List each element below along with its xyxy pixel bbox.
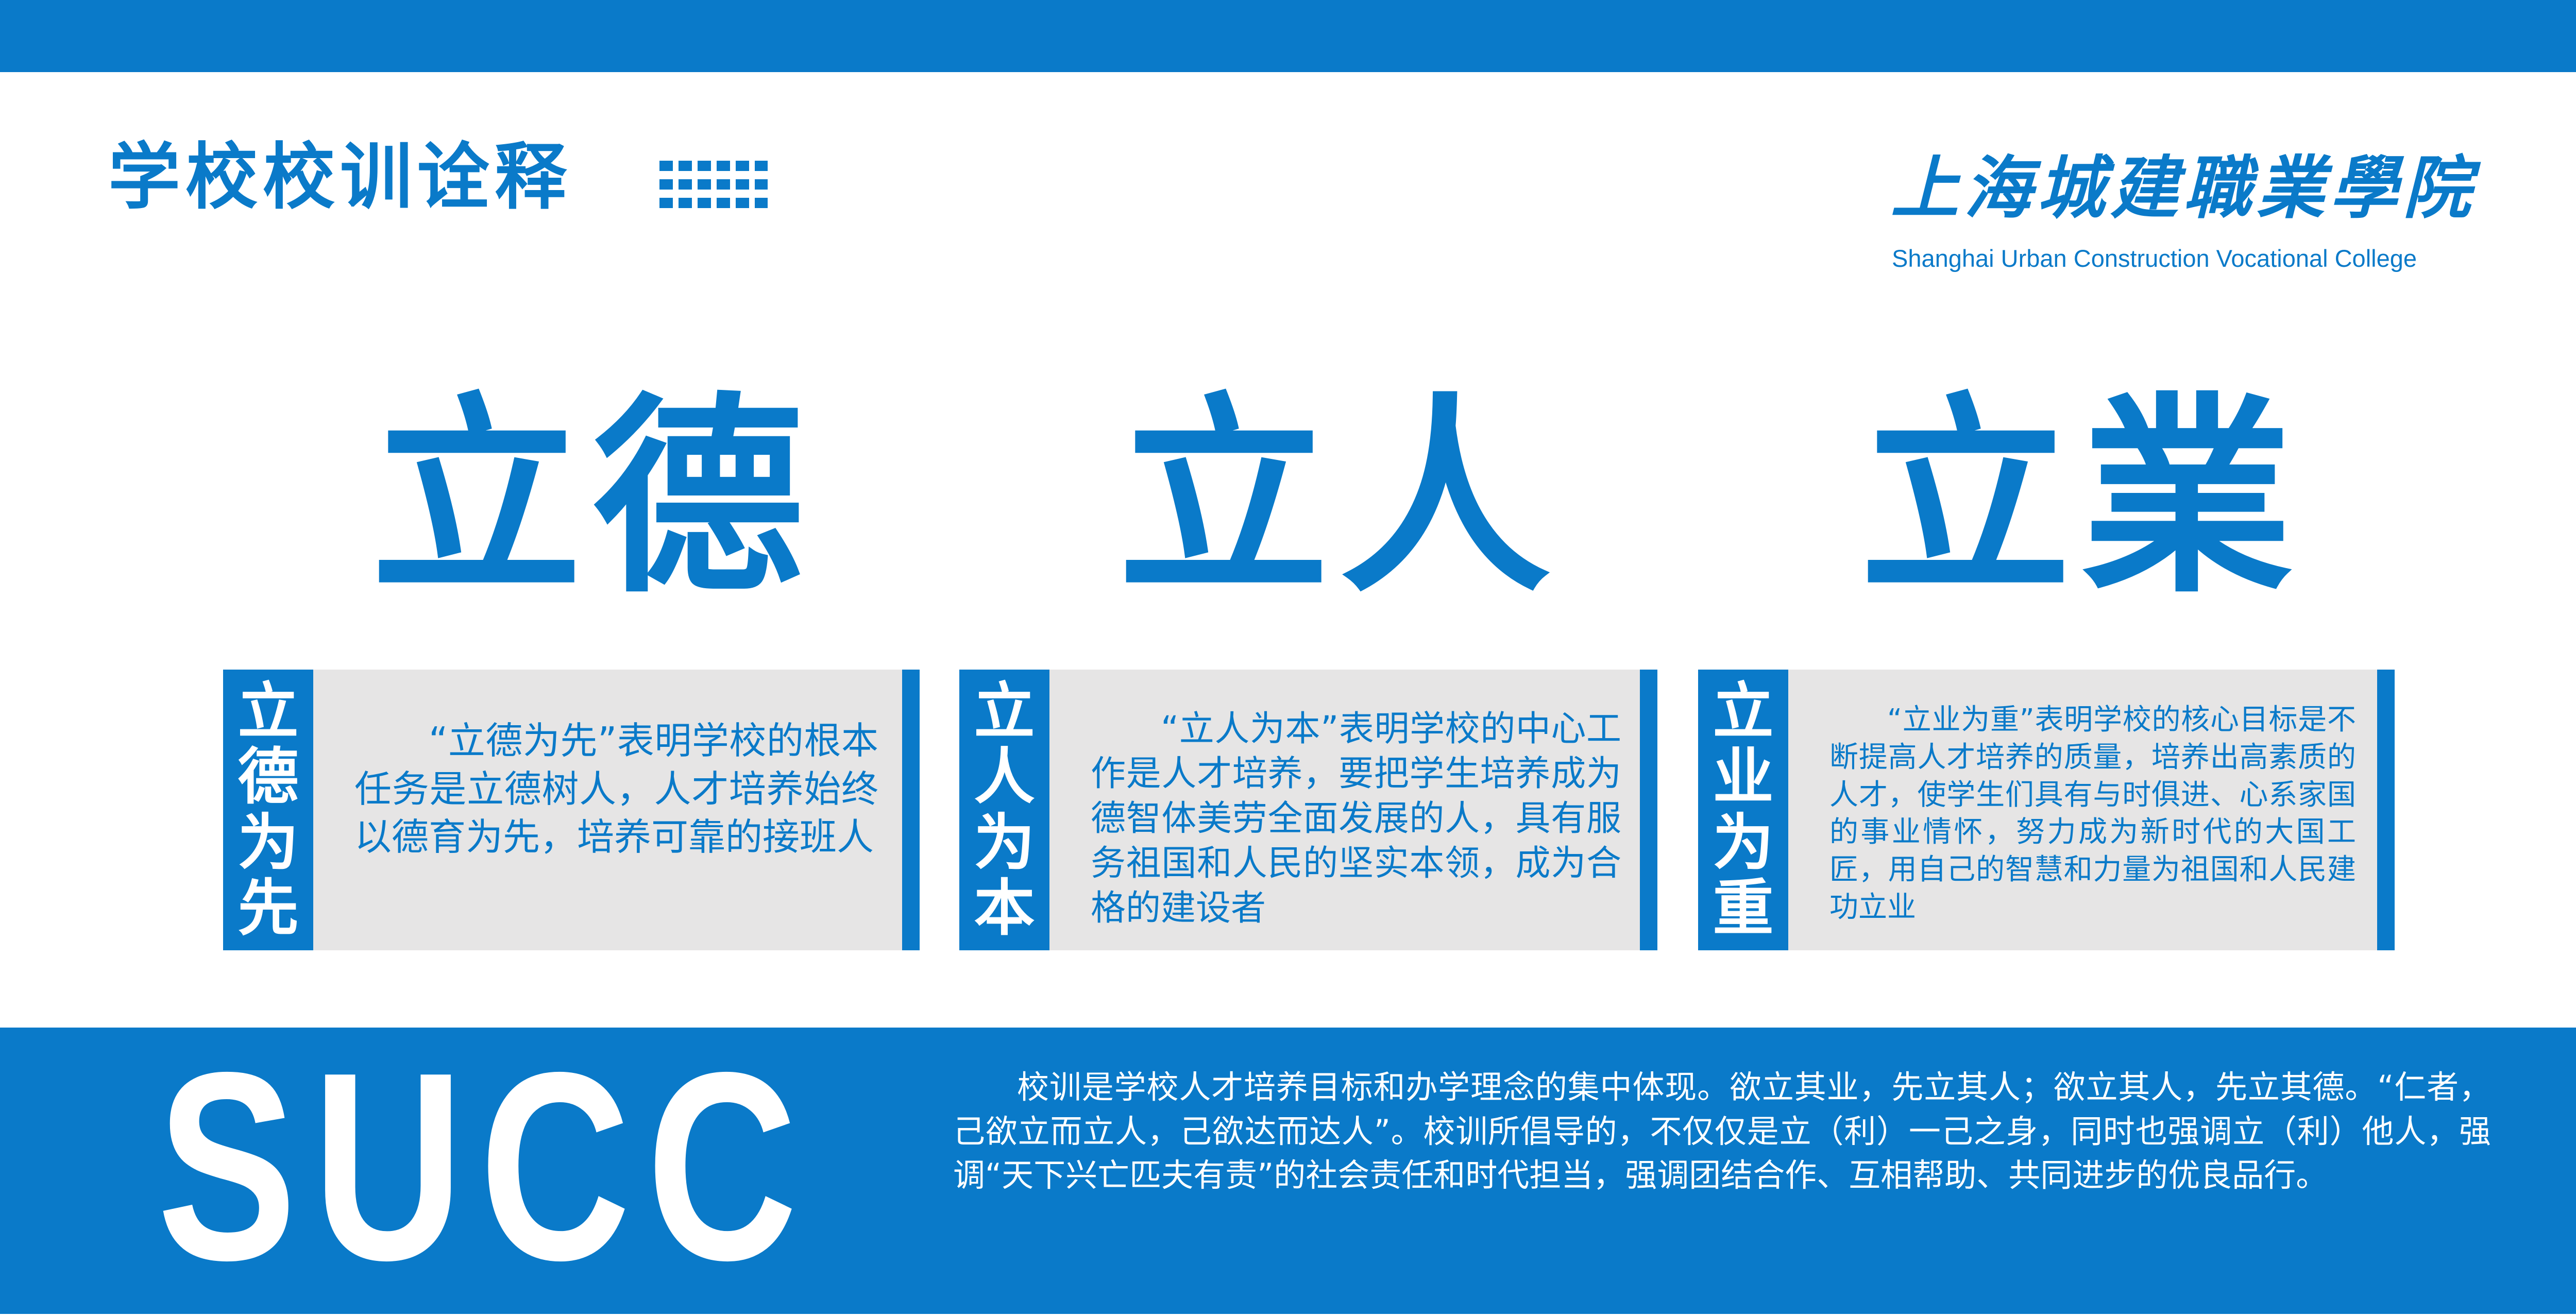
page-title: 学校校训诠释 — [108, 135, 572, 219]
card-tag-label: 立业为重 — [1713, 675, 1774, 944]
top-bar — [0, 0, 2576, 72]
dot-grid-icon — [659, 161, 768, 208]
dot-grid-cell — [659, 179, 673, 190]
dot-grid-cell — [755, 198, 768, 208]
card-tag: 立德为先 — [223, 670, 313, 950]
motto-liye: 立業 — [1860, 373, 2303, 621]
dot-grid-cell — [736, 161, 749, 171]
bottom-band — [0, 1028, 2576, 1314]
motto-liren: 立人 — [1118, 373, 1561, 621]
card-description: “立业为重”表明学校的核心目标是不断提高人才培养的质量，培养出高素质的人才，使学… — [1829, 703, 2356, 924]
card-lide-weixian: 立德为先 “立德为先”表明学校的根本任务是立德树人，人才培养始终以德育为先，培养… — [223, 670, 920, 950]
card-tag-label: 立德为先 — [238, 675, 299, 944]
dot-grid-cell — [698, 198, 711, 208]
card-description: “立人为本”表明学校的中心工作是人才培养，要把学生培养成为德智体美劳全面发展的人… — [1091, 709, 1621, 929]
dot-grid-cell — [755, 179, 768, 190]
college-name-cn: 上海城建職業學院 — [1891, 148, 2476, 228]
motto-summary: 校训是学校人才培养目标和办学理念的集中体现。欲立其业，先立其人；欲立其人，先立其… — [953, 1068, 2491, 1194]
motto-lide: 立德 — [371, 373, 814, 621]
dot-grid-cell — [736, 179, 749, 190]
dot-grid-cell — [717, 179, 730, 190]
card-description: “立德为先”表明学校的根本任务是立德树人，人才培养始终以德育为先，培养可靠的接班… — [354, 719, 878, 859]
card-end-stripe — [1640, 670, 1657, 950]
dot-grid-cell — [679, 179, 692, 190]
dot-grid-cell — [679, 198, 692, 208]
card-liren-weiben: 立人为本 “立人为本”表明学校的中心工作是人才培养，要把学生培养成为德智体美劳全… — [959, 670, 1657, 950]
dot-grid-cell — [755, 161, 768, 171]
card-liye-weizhong: 立业为重 “立业为重”表明学校的核心目标是不断提高人才培养的质量，培养出高素质的… — [1698, 670, 2395, 950]
college-name-en: Shanghai Urban Construction Vocational C… — [1892, 245, 2417, 272]
card-end-stripe — [902, 670, 920, 950]
dot-grid-cell — [679, 161, 692, 171]
dot-grid-cell — [736, 198, 749, 208]
succ-logo-text: SUCC — [157, 1017, 814, 1316]
dot-grid-cell — [659, 198, 673, 208]
dot-grid-cell — [659, 161, 673, 171]
card-tag-label: 立人为本 — [974, 675, 1035, 944]
dot-grid-cell — [698, 179, 711, 190]
card-tag: 立业为重 — [1698, 670, 1788, 950]
dot-grid-cell — [717, 198, 730, 208]
card-tag: 立人为本 — [959, 670, 1049, 950]
dot-grid-cell — [698, 161, 711, 171]
card-end-stripe — [2377, 670, 2395, 950]
dot-grid-cell — [717, 161, 730, 171]
